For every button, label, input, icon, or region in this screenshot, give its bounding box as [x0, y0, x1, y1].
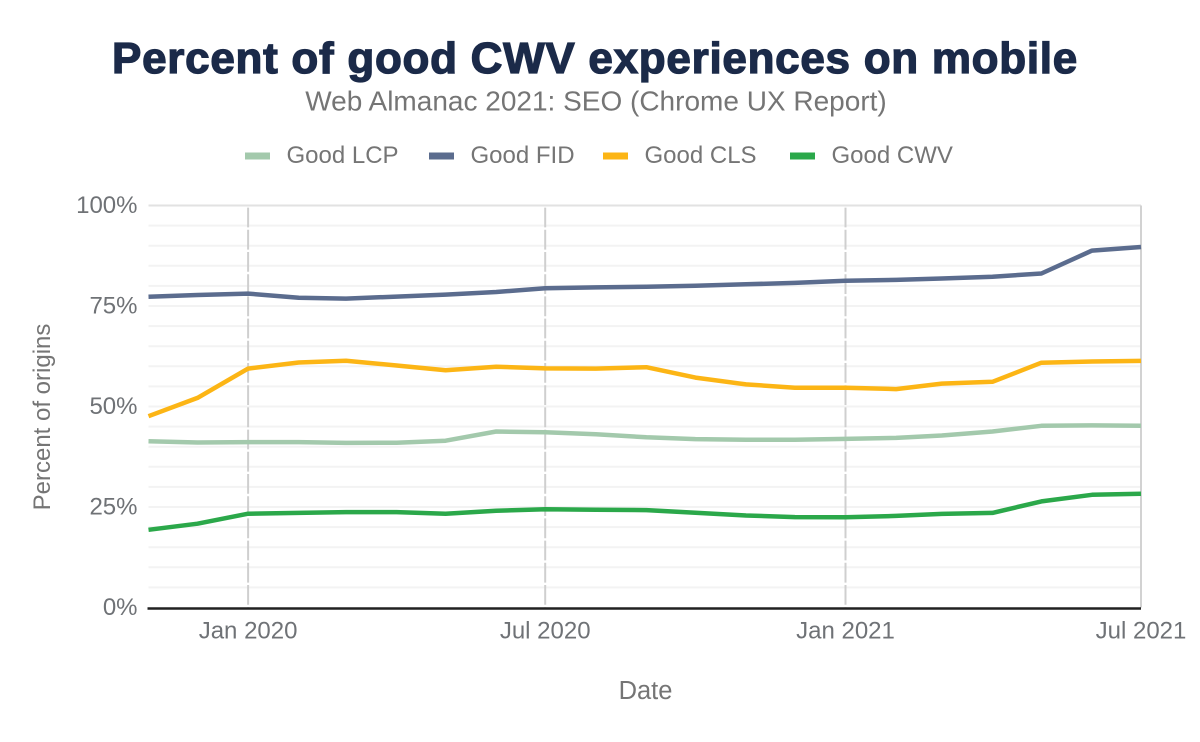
svg-text:Jul 2021: Jul 2021 [1096, 618, 1187, 645]
svg-text:50%: 50% [89, 393, 137, 420]
svg-text:Good CWV: Good CWV [832, 142, 953, 169]
svg-text:25%: 25% [89, 493, 137, 520]
svg-text:0%: 0% [103, 594, 138, 621]
svg-text:Good FID: Good FID [471, 142, 575, 169]
svg-text:Date: Date [619, 677, 673, 705]
svg-text:75%: 75% [89, 292, 137, 319]
svg-text:100%: 100% [76, 192, 137, 219]
svg-text:Jul 2020: Jul 2020 [500, 618, 591, 645]
svg-text:Web Almanac 2021: SEO (Chrome: Web Almanac 2021: SEO (Chrome UX Report) [305, 86, 887, 117]
svg-text:Jan 2021: Jan 2021 [796, 618, 895, 645]
svg-text:Percent of good CWV experience: Percent of good CWV experiences on mobil… [112, 34, 1078, 83]
svg-text:Good LCP: Good LCP [287, 142, 399, 169]
svg-text:Jan 2020: Jan 2020 [199, 618, 298, 645]
svg-text:Good CLS: Good CLS [645, 142, 757, 169]
svg-text:Percent of origins: Percent of origins [29, 324, 56, 511]
